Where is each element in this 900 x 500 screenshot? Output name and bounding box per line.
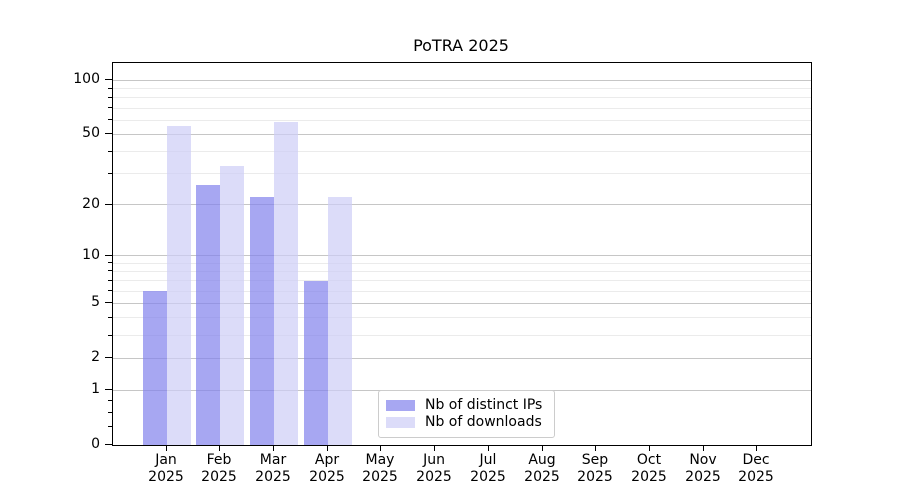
y-tick-minor-mark — [108, 119, 112, 120]
x-tick-mark — [649, 445, 650, 451]
x-tick-label-nov: Nov 2025 — [685, 452, 721, 485]
gridline-major — [113, 80, 811, 81]
bar-downloads-apr — [328, 197, 352, 445]
x-tick-mark — [542, 445, 543, 451]
x-tick-mark — [756, 445, 757, 451]
gridline-minor — [113, 97, 811, 98]
y-tick-label: 20 — [82, 196, 100, 212]
x-tick-label-aug: Aug 2025 — [524, 452, 560, 485]
y-tick-label: 5 — [91, 294, 100, 310]
legend-label-downloads: Nb of downloads — [425, 414, 542, 430]
y-tick-minor-mark — [108, 280, 112, 281]
legend-item: Nb of downloads — [386, 414, 542, 431]
y-tick-mark — [105, 357, 112, 358]
y-tick-mark — [105, 79, 112, 80]
y-tick-label: 0 — [91, 436, 100, 452]
y-tick-minor-mark — [108, 88, 112, 89]
gridline-major — [113, 204, 811, 205]
bar-downloads-feb — [220, 166, 244, 445]
legend-label-distinct-ips: Nb of distinct IPs — [425, 397, 543, 413]
gridline-major — [113, 303, 811, 304]
y-tick-minor-mark — [108, 270, 112, 271]
gridline-minor — [113, 280, 811, 281]
x-tick-mark — [380, 445, 381, 451]
gridline-minor — [113, 173, 811, 174]
x-tick-label-may: May 2025 — [362, 452, 398, 485]
y-tick-minor-mark — [108, 97, 112, 98]
legend-swatch-downloads-icon — [386, 417, 415, 428]
gridline-minor — [113, 271, 811, 272]
y-tick-label: 10 — [82, 247, 100, 263]
y-tick-label: 100 — [73, 71, 100, 87]
x-tick-mark — [166, 445, 167, 451]
bar-downloads-mar — [274, 122, 298, 445]
y-tick-mark — [105, 133, 112, 134]
gridline-minor — [113, 108, 811, 109]
legend-swatch-distinct-ips-icon — [386, 400, 415, 411]
x-tick-mark — [703, 445, 704, 451]
y-tick-label: 50 — [82, 125, 100, 141]
x-tick-mark — [327, 445, 328, 451]
x-tick-label-dec: Dec 2025 — [738, 452, 774, 485]
x-tick-mark — [488, 445, 489, 451]
y-tick-mark — [105, 302, 112, 303]
x-tick-label-oct: Oct 2025 — [631, 452, 667, 485]
x-tick-label-mar: Mar 2025 — [255, 452, 291, 485]
y-tick-mark — [105, 389, 112, 390]
gridline-major — [113, 134, 811, 135]
gridline-minor — [113, 88, 811, 89]
x-tick-mark — [273, 445, 274, 451]
y-tick-minor-mark — [108, 290, 112, 291]
x-tick-mark — [434, 445, 435, 451]
y-tick-minor-mark — [108, 151, 112, 152]
y-tick-minor-mark — [108, 400, 112, 401]
x-tick-label-jul: Jul 2025 — [470, 452, 506, 485]
plot-area — [112, 62, 812, 446]
y-tick-minor-mark — [108, 317, 112, 318]
bar-ips-feb — [196, 185, 220, 445]
legend: Nb of distinct IPs Nb of downloads — [378, 390, 556, 438]
gridline-minor — [113, 335, 811, 336]
y-tick-minor-mark — [108, 262, 112, 263]
x-tick-mark — [595, 445, 596, 451]
bar-ips-mar — [250, 197, 274, 445]
gridline-minor — [113, 317, 811, 318]
legend-item: Nb of distinct IPs — [386, 397, 542, 414]
y-tick-mark — [105, 255, 112, 256]
y-tick-label: 2 — [91, 349, 100, 365]
y-tick-minor-mark — [108, 426, 112, 427]
y-tick-minor-mark — [108, 412, 112, 413]
gridline-minor — [113, 151, 811, 152]
gridline-major — [113, 358, 811, 359]
gridline-minor — [113, 263, 811, 264]
y-tick-minor-mark — [108, 107, 112, 108]
x-tick-label-jun: Jun 2025 — [416, 452, 452, 485]
x-tick-mark — [219, 445, 220, 451]
y-tick-mark — [105, 444, 112, 445]
chart-title: PoTRA 2025 — [413, 36, 509, 55]
x-tick-label-sep: Sep 2025 — [577, 452, 613, 485]
x-tick-label-jan: Jan 2025 — [148, 452, 184, 485]
gridline-major — [113, 255, 811, 256]
x-tick-label-apr: Apr 2025 — [309, 452, 345, 485]
y-tick-minor-mark — [108, 173, 112, 174]
bar-downloads-jan — [167, 126, 191, 445]
gridline-minor — [113, 120, 811, 121]
bar-ips-jan — [143, 291, 167, 445]
bar-ips-apr — [304, 281, 328, 445]
y-tick-minor-mark — [108, 335, 112, 336]
y-tick-mark — [105, 204, 112, 205]
y-tick-label: 1 — [91, 381, 100, 397]
x-tick-label-feb: Feb 2025 — [201, 452, 237, 485]
gridline-minor — [113, 291, 811, 292]
